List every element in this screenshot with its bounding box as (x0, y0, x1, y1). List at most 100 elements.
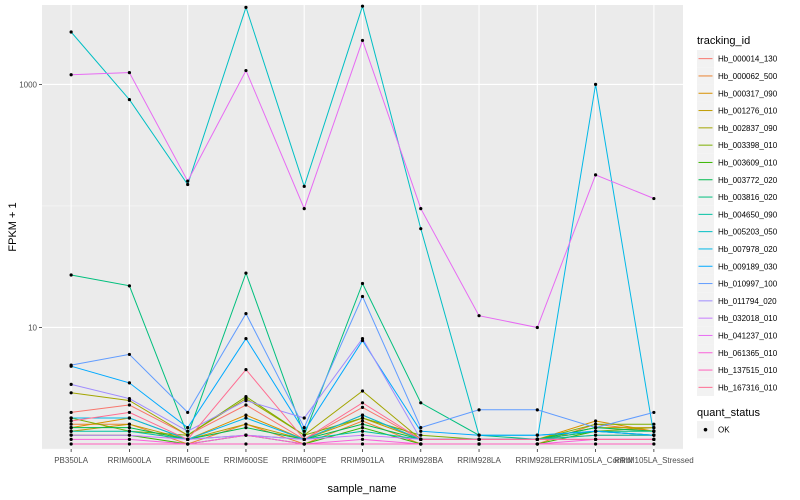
data-point (477, 433, 481, 437)
legend-label: Hb_010997_100 (718, 280, 778, 289)
data-point (127, 284, 132, 288)
data-point (127, 410, 132, 415)
legend-label: Hb_003772_020 (718, 176, 778, 185)
data-point (186, 179, 190, 183)
data-point (593, 437, 598, 441)
data-point (127, 396, 132, 401)
data-point (69, 437, 73, 441)
data-point (69, 363, 73, 367)
data-point (652, 437, 656, 441)
data-point (477, 314, 481, 318)
data-point (302, 425, 306, 430)
data-point (302, 429, 306, 433)
data-point (186, 437, 190, 441)
legend-label: Hb_002837_090 (718, 124, 778, 133)
data-point (186, 442, 190, 446)
data-point (593, 429, 598, 433)
data-point (69, 442, 73, 446)
data-point (244, 399, 248, 403)
legend-label: Hb_003609_010 (718, 158, 778, 167)
data-point (69, 273, 73, 277)
x-tick-label: RRIM105LA_Control (559, 456, 633, 465)
data-point (186, 425, 190, 430)
data-point (652, 433, 656, 437)
x-axis-title: sample_name (327, 483, 396, 495)
x-tick-label: RRIM901LA (341, 456, 385, 465)
data-point (127, 97, 132, 102)
data-point (244, 312, 248, 316)
data-point (360, 38, 365, 43)
data-point (419, 425, 423, 430)
data-point (593, 82, 598, 86)
data-point (127, 442, 132, 446)
data-point (186, 410, 190, 415)
data-point (360, 429, 365, 433)
data-point (360, 336, 365, 341)
legend-label: Hb_000317_090 (718, 89, 778, 98)
data-point (535, 325, 539, 330)
data-point (593, 433, 598, 437)
x-tick-label: RRIM600SE (224, 456, 268, 465)
data-point (652, 429, 656, 433)
data-point (360, 281, 365, 286)
data-point (127, 437, 132, 441)
legend-label: Hb_000014_130 (718, 55, 778, 64)
data-point (652, 425, 656, 430)
data-point (127, 381, 132, 385)
data-point (69, 382, 73, 387)
x-tick-label: RRIM928LE (516, 456, 560, 465)
data-point (69, 416, 73, 420)
data-point (244, 5, 248, 9)
data-point (244, 425, 248, 430)
data-point (69, 30, 73, 34)
data-point (593, 419, 598, 423)
data-point (302, 433, 306, 437)
data-point (127, 425, 132, 430)
data-point (652, 196, 656, 201)
data-point (535, 408, 539, 412)
legend-label: Hb_001276_010 (718, 107, 778, 116)
data-point (360, 433, 365, 437)
data-point (127, 403, 132, 407)
data-point (360, 437, 365, 441)
x-axis: PB350LA RRIM600LA RRIM600LE RRIM600SE RRIM60… (54, 449, 694, 465)
data-point (244, 422, 248, 426)
legend-title: tracking_id (697, 35, 750, 47)
data-point (244, 271, 248, 275)
data-point (477, 442, 481, 446)
y-axis-title: FPKM + 1 (7, 202, 19, 251)
data-point (477, 408, 481, 412)
data-point (593, 422, 598, 426)
data-point (419, 227, 423, 231)
legend-label: Hb_167316_010 (718, 383, 778, 392)
data-point (302, 437, 306, 441)
legend-label: Hb_000062_500 (718, 72, 778, 81)
data-point (535, 433, 539, 437)
data-point (652, 442, 656, 446)
data-point (302, 207, 306, 211)
data-point (127, 433, 132, 437)
x-tick-label: RRIM928BA (399, 456, 444, 465)
legend-items: Hb_000014_130 Hb_000062_500 Hb_000317_090 H… (697, 50, 778, 396)
data-point (302, 184, 306, 188)
legend-label: Hb_007978_020 (718, 245, 778, 254)
legend-label: Hb_061365_010 (718, 349, 778, 358)
data-point (244, 416, 248, 420)
legend-label: Hb_005203_050 (718, 228, 778, 237)
legend-label: Hb_009189_030 (718, 262, 778, 271)
data-point (244, 368, 248, 372)
data-point (360, 442, 365, 446)
data-point (69, 391, 73, 395)
data-point (419, 401, 423, 405)
legend-label: Hb_003816_020 (718, 193, 778, 202)
data-point (69, 422, 73, 426)
data-point (652, 422, 656, 426)
shape-legend-title: quant_status (697, 407, 760, 419)
data-point (127, 352, 132, 357)
data-point (186, 433, 190, 437)
legend-label: Hb_011794_020 (718, 297, 777, 306)
data-point (360, 419, 365, 423)
legend: tracking_id Hb_000014_130Hb_000062_500Hb… (697, 35, 778, 439)
data-point (360, 294, 365, 299)
data-point (360, 416, 365, 420)
